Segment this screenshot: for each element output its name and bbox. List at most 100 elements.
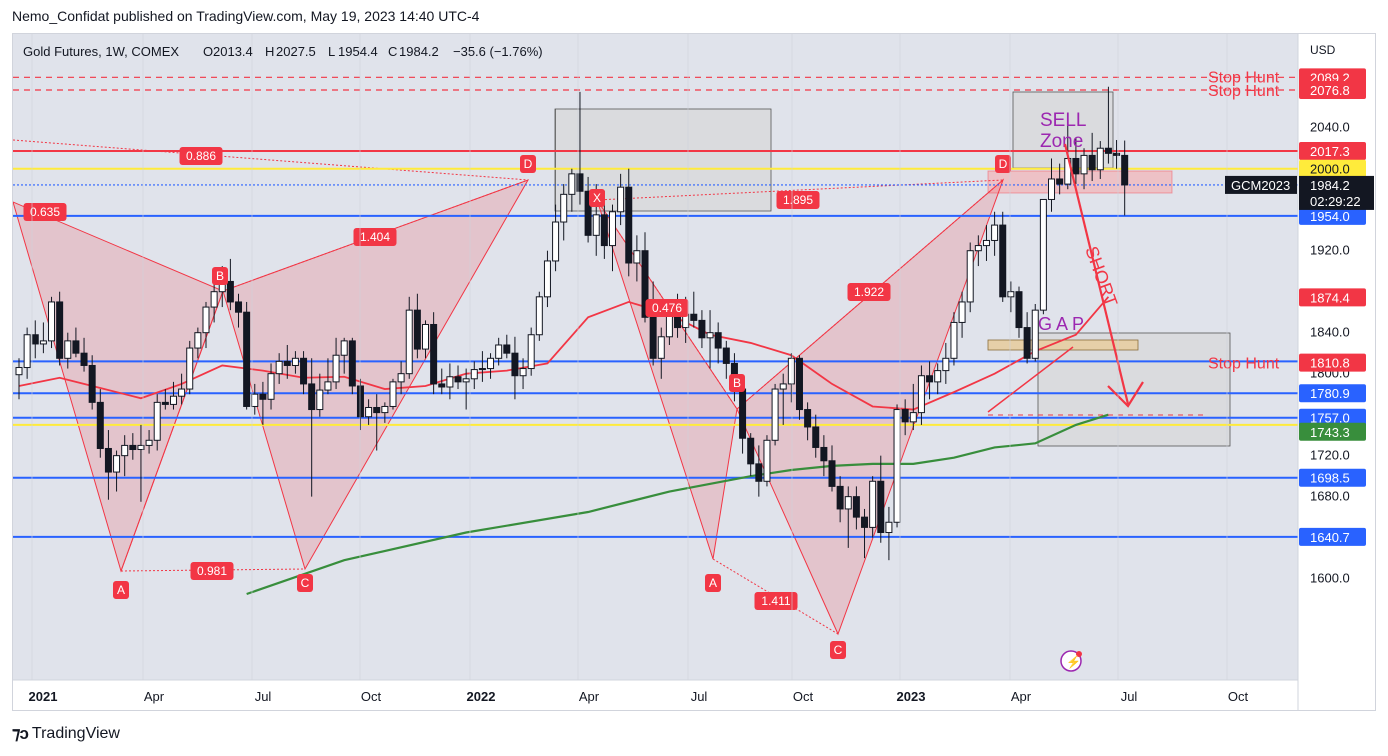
price-badge-7 <box>1299 384 1366 403</box>
candle-body <box>950 321 958 359</box>
candle-body <box>1088 154 1096 171</box>
x-tick-label-1: Apr <box>144 689 165 704</box>
candle-94 <box>779 373 787 425</box>
candle-107 <box>885 506 893 561</box>
candle-body <box>795 357 803 411</box>
candle-93 <box>771 383 779 446</box>
candle-90 <box>747 433 755 477</box>
x-tick-label-9: Apr <box>1011 689 1032 704</box>
candle-63 <box>527 327 535 376</box>
y-tick-label-1: 1920.0 <box>1310 243 1350 258</box>
candle-4 <box>48 296 56 349</box>
candle-116 <box>958 291 966 338</box>
pattern-point-6: A <box>709 576 717 590</box>
candle-101 <box>836 476 844 523</box>
legend-low: 1954.4 <box>338 44 378 59</box>
ratio-label-1-bg <box>23 203 67 221</box>
candle-body <box>300 357 308 385</box>
candle-0 <box>15 358 23 400</box>
price-badge-3 <box>1299 159 1366 178</box>
x-tick-label-11: Oct <box>1228 689 1249 704</box>
price-badge-label-6: 1810.8 <box>1310 356 1350 371</box>
candle-125 <box>1031 303 1039 362</box>
candle-47 <box>397 361 405 395</box>
y-tick-label-0: 2040.0 <box>1310 120 1350 135</box>
sell-zone-label-2: Zone <box>1040 131 1083 152</box>
candle-68 <box>568 168 576 212</box>
candle-body <box>755 463 763 482</box>
candle-44 <box>373 394 381 451</box>
current-symbol-badge <box>1225 175 1297 194</box>
legend-symbol: Gold Futures, 1W, COMEX <box>23 44 179 59</box>
candle-body <box>39 340 47 345</box>
candle-body <box>340 340 348 356</box>
price-badge-1 <box>1299 81 1366 100</box>
candle-84 <box>698 310 706 349</box>
harmonic-pattern-layer <box>12 139 1005 636</box>
candle-body <box>999 224 1007 298</box>
candle-38 <box>324 358 332 395</box>
candle-133 <box>1096 141 1104 179</box>
candle-body <box>982 239 990 247</box>
candle-body <box>397 373 405 383</box>
chart-area[interactable]: Stop Hunt Stop Hunt Stop Hunt SELL Zone G A P… <box>12 33 1376 711</box>
legend-high-label: H <box>265 44 274 59</box>
pattern-point-8: C <box>834 643 843 657</box>
candle-body <box>1080 154 1088 175</box>
price-badge-label-1: 2076.8 <box>1310 83 1350 98</box>
candle-body <box>592 214 600 236</box>
candle-body <box>23 334 31 369</box>
candle-body <box>560 193 568 223</box>
candle-105 <box>869 476 877 538</box>
candle-body <box>698 319 706 339</box>
candle-10 <box>96 389 104 458</box>
candle-body <box>942 357 950 372</box>
price-badge-11 <box>1299 527 1366 546</box>
legend-high: 2027.5 <box>276 44 316 59</box>
candle-body <box>365 406 373 418</box>
y-tick-label-4: 1720.0 <box>1310 448 1350 463</box>
candle-body <box>422 323 429 350</box>
ratio-label-7: 1.895 <box>783 193 813 207</box>
candle-body <box>543 260 551 298</box>
sell-zone-box <box>1012 91 1114 169</box>
candle-79 <box>657 327 665 379</box>
range-marker <box>555 109 556 211</box>
candle-3 <box>39 322 47 354</box>
candle-108 <box>893 404 901 528</box>
ratio-label-7-bg <box>776 191 820 209</box>
candle-106 <box>877 455 885 543</box>
tradingview-logo[interactable]: ⁊ↄ TradingView <box>12 724 120 744</box>
price-badge-label-5: 1874.4 <box>1310 290 1350 305</box>
candle-body <box>413 309 421 350</box>
candle-body <box>389 381 397 407</box>
candle-59 <box>495 337 503 366</box>
candle-16 <box>145 430 153 454</box>
time-axis <box>13 680 1298 710</box>
candle-body <box>56 301 64 359</box>
y-tick-label-5: 1680.0 <box>1310 489 1350 504</box>
candle-body <box>771 388 779 441</box>
candle-body <box>779 383 787 390</box>
candle-53 <box>446 363 454 400</box>
candle-body <box>275 360 283 375</box>
candle-77 <box>641 232 649 323</box>
candle-body <box>1039 198 1047 311</box>
candle-1 <box>23 327 31 379</box>
candle-body <box>251 393 259 407</box>
candle-127 <box>1048 158 1056 212</box>
candle-body <box>828 460 836 487</box>
candle-body <box>308 383 316 411</box>
x-tick-label-5: Apr <box>579 689 600 704</box>
candle-33 <box>283 344 291 379</box>
legend-open-label: O <box>203 44 213 59</box>
candle-body <box>316 389 324 411</box>
candle-body <box>104 447 112 473</box>
flash-icon <box>1060 650 1082 672</box>
candle-5 <box>56 291 64 366</box>
candle-23 <box>202 301 210 349</box>
pattern-point-7-bg <box>729 374 745 392</box>
candle-body <box>283 360 291 366</box>
candle-body <box>161 401 169 405</box>
